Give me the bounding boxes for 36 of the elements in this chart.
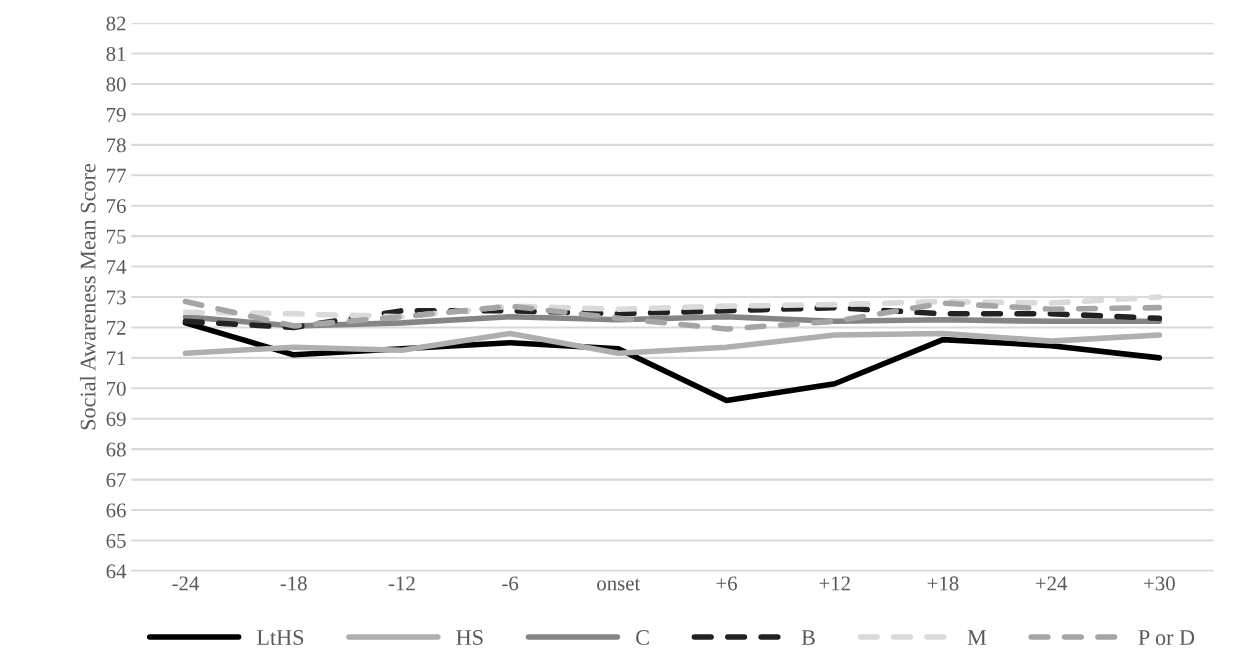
x-tick-label: -12 xyxy=(388,576,415,591)
legend-label: C xyxy=(636,630,649,646)
y-tick-label: 66 xyxy=(106,503,126,518)
x-tick-label: +6 xyxy=(716,576,737,591)
y-tick-label: 81 xyxy=(106,46,126,61)
y-tick-label: 73 xyxy=(107,290,126,305)
y-tick-label: 70 xyxy=(107,381,126,396)
y-tick-label: 65 xyxy=(106,533,126,548)
x-tick-label: +18 xyxy=(927,576,959,591)
y-axis-title: Social Awareness Mean Score xyxy=(79,163,96,430)
y-tick-label: 67 xyxy=(106,473,126,488)
y-tick-label: 77 xyxy=(107,168,126,183)
y-tick-label: 82 xyxy=(106,16,126,31)
y-tick-label: 80 xyxy=(106,77,126,92)
y-tick-label: 71 xyxy=(107,351,126,366)
y-tick-label: 79 xyxy=(107,107,126,122)
y-tick-label: 64 xyxy=(106,564,127,579)
x-tick-label: onset xyxy=(597,578,641,591)
x-tick-label: -6 xyxy=(502,576,519,591)
y-tick-label: 78 xyxy=(107,138,126,153)
y-tick-label: 76 xyxy=(107,199,126,214)
y-tick-label: 74 xyxy=(107,260,127,274)
x-tick-label: +12 xyxy=(819,576,850,591)
legend-label: HS xyxy=(456,630,483,646)
y-tick-label: 75 xyxy=(107,229,126,244)
legend-label: M xyxy=(967,630,987,645)
x-tick-label: -24 xyxy=(172,576,200,591)
x-tick-label: +24 xyxy=(1035,576,1068,591)
legend-label: LtHS xyxy=(257,630,304,646)
y-tick-label: 72 xyxy=(107,320,126,335)
x-tick-label: +30 xyxy=(1144,576,1175,591)
y-tick-label: 69 xyxy=(106,412,126,427)
legend-label: P or D xyxy=(1138,630,1195,646)
x-tick-label: -18 xyxy=(280,576,307,591)
y-tick-label: 68 xyxy=(106,442,126,457)
legend-label: B xyxy=(801,630,815,645)
